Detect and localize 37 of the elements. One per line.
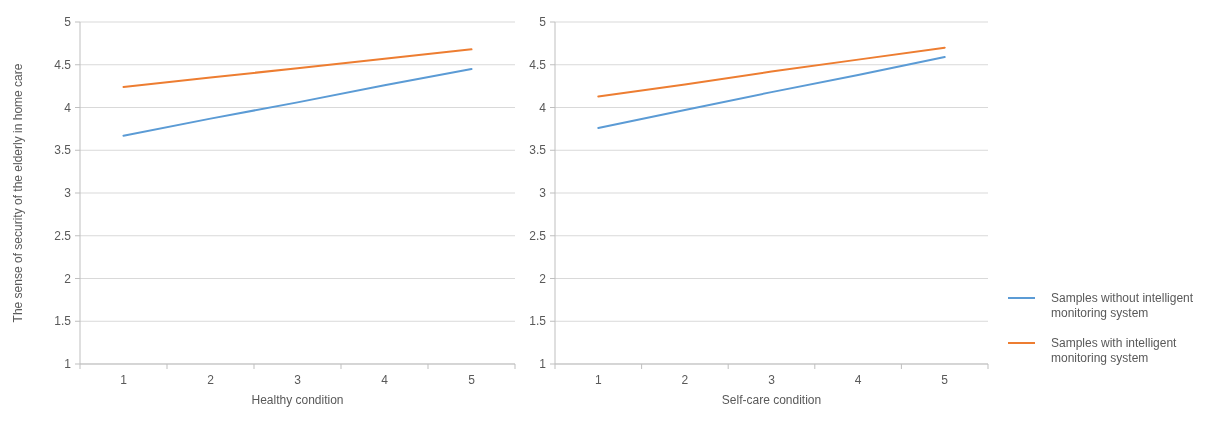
x-tick-label: 4 [854, 373, 862, 387]
y-tick-label: 5 [539, 15, 547, 30]
y-tick-label: 4.5 [529, 57, 547, 72]
line-series [597, 46, 946, 98]
line-series [122, 48, 473, 88]
x-tick-label: 2 [681, 373, 689, 387]
legend-label: Samples with intelligent monitoring system [1051, 336, 1178, 366]
y-tick-label: 1 [539, 357, 547, 372]
x-tick-label: 1 [120, 373, 128, 387]
x-tick-label: 3 [294, 373, 302, 387]
y-tick-label: 2 [539, 271, 547, 286]
x-tick-label: 4 [381, 373, 389, 387]
y-tick-label: 2.5 [529, 228, 547, 243]
y-axis-title: The sense of security of the elderly in home care [11, 63, 25, 323]
x-tick-label: 3 [768, 373, 776, 387]
y-tick-label: 1 [64, 357, 72, 372]
y-tick-label: 4 [64, 100, 72, 115]
y-tick-label: 4 [539, 100, 547, 115]
y-tick-label: 2 [64, 271, 72, 286]
y-tick-label: 1.5 [54, 314, 72, 329]
y-tick-label: 3 [539, 186, 547, 201]
y-tick-label: 4.5 [54, 57, 72, 72]
x-axis-title: Self-care condition [721, 393, 822, 407]
y-tick-label: 1.5 [529, 314, 547, 329]
x-tick-label: 2 [207, 373, 215, 387]
line-series [122, 68, 473, 137]
y-tick-label: 3.5 [54, 143, 72, 158]
line-series [597, 56, 946, 130]
x-tick-label: 1 [594, 373, 602, 387]
legend-label: Samples without intelligent monitoring system [1051, 291, 1194, 321]
y-tick-label: 2.5 [54, 228, 72, 243]
x-tick-label: 5 [941, 373, 949, 387]
y-tick-label: 3 [64, 186, 72, 201]
x-tick-label: 5 [468, 373, 476, 387]
x-axis-title: Healthy condition [251, 393, 344, 407]
y-tick-label: 5 [64, 15, 72, 30]
y-tick-label: 3.5 [529, 143, 547, 158]
